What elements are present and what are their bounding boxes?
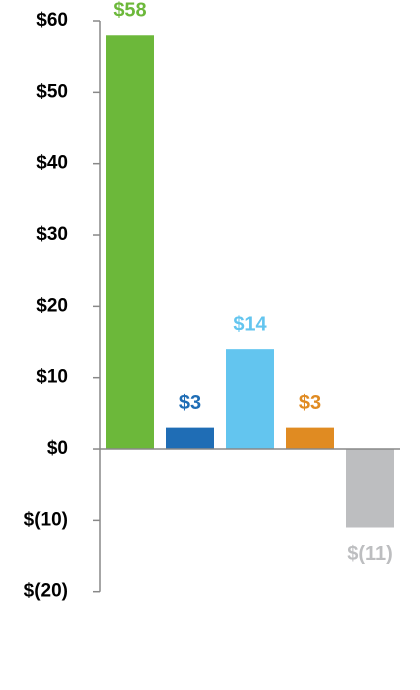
y-tick-label: $60 bbox=[36, 10, 68, 31]
y-tick-label: $40 bbox=[36, 153, 68, 174]
y-tick-label: $30 bbox=[36, 224, 68, 245]
value-label: $3 bbox=[299, 392, 321, 414]
value-label: $(11) bbox=[347, 543, 393, 565]
y-tick-label: $(10) bbox=[24, 509, 68, 530]
value-label: $58 bbox=[113, 0, 146, 22]
bar bbox=[106, 35, 154, 450]
y-tick-label: $0 bbox=[47, 438, 68, 459]
value-label: $3 bbox=[179, 392, 201, 414]
y-tick-label: $50 bbox=[36, 81, 68, 102]
value-label: $14 bbox=[233, 313, 267, 335]
y-tick-label: $(20) bbox=[24, 581, 68, 602]
y-tick-label: $10 bbox=[36, 367, 68, 388]
bar bbox=[346, 449, 394, 528]
bar bbox=[226, 349, 274, 450]
y-tick-label: $20 bbox=[36, 295, 68, 316]
bar bbox=[166, 427, 214, 450]
bar bbox=[286, 427, 334, 450]
